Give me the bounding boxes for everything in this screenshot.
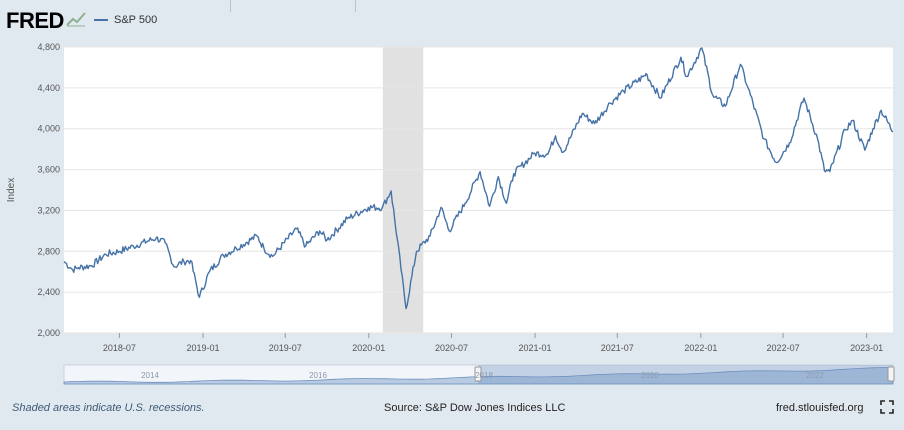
y-tick-label: 2,800 [37,246,60,256]
y-tick-label: 2,000 [37,328,60,338]
y-tick-label: 4,400 [37,83,60,93]
x-tick-label: 2022-07 [767,343,800,353]
series-line-sp500[interactable] [63,47,894,310]
navigator-label: 2014 [141,371,159,380]
x-tick-label: 2019-01 [186,343,219,353]
y-tick-label: 3,200 [37,205,60,215]
navigator-handle[interactable] [887,366,895,382]
site-link[interactable]: fred.stlouisfed.org [776,402,864,414]
navigator-selection[interactable] [478,365,893,384]
x-tick-label: 2021-07 [601,343,634,353]
navigator-handle[interactable] [474,366,482,382]
y-tick-label: 4,000 [37,124,60,134]
header-divider [355,0,356,12]
legend-label: S&P 500 [114,14,158,26]
y-axis-title: Index [6,178,17,202]
legend-swatch [94,19,108,21]
navigator-series [63,367,894,385]
y-tick-label: 2,400 [37,287,60,297]
y-tick-label: 3,600 [37,165,60,175]
legend[interactable]: S&P 500 [94,14,157,26]
plot-background [64,47,893,333]
x-tick-label: 2018-07 [103,343,136,353]
recessions-note: Shaded areas indicate U.S. recessions. [12,402,205,414]
header-divider [230,0,231,12]
x-tick-label: 2019-07 [269,343,302,353]
navigator-label: 2020 [641,371,659,380]
x-tick-label: 2020-01 [352,343,385,353]
navigator-label: 2018 [475,371,493,380]
navigator-label: 2016 [309,371,327,380]
x-tick-label: 2023-01 [850,343,883,353]
recession-band [382,47,424,333]
x-tick-label: 2022-01 [684,343,717,353]
chart-footer: Shaded areas indicate U.S. recessions. S… [0,396,904,420]
source-note: Source: S&P Dow Jones Indices LLC [384,402,566,414]
x-tick-label: 2021-01 [519,343,552,353]
fullscreen-icon[interactable] [880,400,894,414]
chart-line-icon [66,12,86,27]
chart-area[interactable]: 2,000 2,400 2,800 3,200 3,600 4,000 4,400 4,800… [0,0,904,396]
fred-logo[interactable]: FRED [6,8,64,33]
navigator-label: 2022 [806,371,824,380]
y-tick-label: 4,800 [37,42,60,52]
chart-header: FRED S&P 500 [0,0,904,40]
x-tick-label: 2020-07 [435,343,468,353]
